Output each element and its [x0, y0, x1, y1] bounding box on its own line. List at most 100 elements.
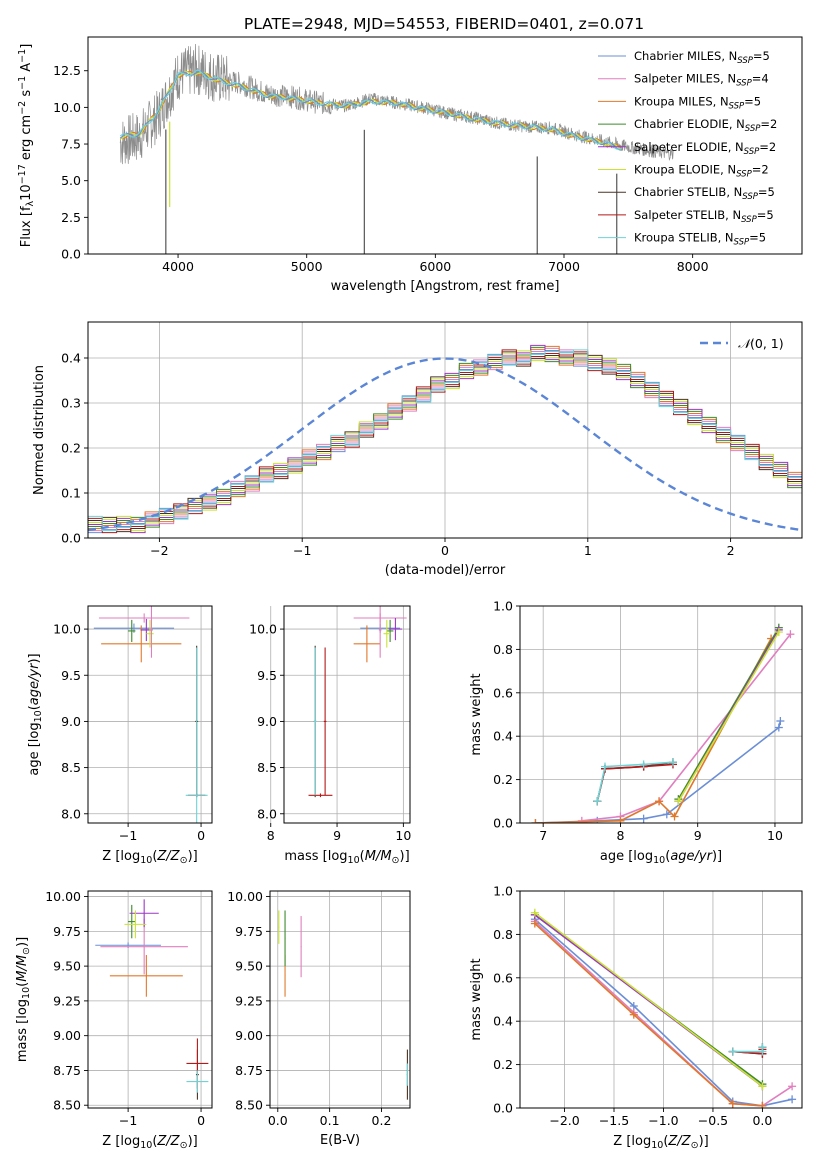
x-tick-label: −1.0 — [648, 1113, 678, 1128]
y-tick-label: 0.0 — [493, 1101, 513, 1116]
axes-frame — [87, 605, 213, 824]
y-tick-label: 9.50 — [235, 959, 263, 974]
y-tick-label: 8.75 — [53, 1063, 81, 1078]
x-tick-label: −0.5 — [698, 1113, 728, 1128]
y-tick-label: 9.0 — [257, 714, 277, 729]
x-tick-label: 1 — [584, 543, 592, 558]
x-tick-label: 9 — [333, 828, 341, 843]
y-tick-label: 8.50 — [53, 1098, 81, 1113]
x-tick-label: 6000 — [419, 259, 451, 274]
legend-label: Chabrier STELIB, NSSP=5 — [634, 185, 775, 202]
x-tick-label: −2.0 — [549, 1113, 579, 1128]
plot-area — [88, 344, 802, 534]
x-tick-label: 0 — [197, 828, 205, 843]
panel-age_vs_mass: 8 9 10 8.0 8.5 9.0 9.5 10.0 mass [log10(M/M⊙)] — [249, 605, 411, 866]
x-axis-label: wavelength [Angstrom, rest frame] — [331, 279, 560, 294]
x-tick-label: 8 — [267, 828, 275, 843]
x-axis-label: Z [log10(Z/Z⊙)] — [613, 1134, 708, 1151]
x-tick-label: 0.0 — [752, 1113, 772, 1128]
y-tick-label: 8.50 — [235, 1098, 263, 1113]
weight-line — [534, 922, 763, 1107]
weight-line — [677, 631, 780, 802]
y-tick-label: 1.0 — [493, 884, 513, 899]
x-tick-label: −2 — [150, 543, 168, 558]
x-tick-label: 9 — [694, 828, 702, 843]
y-tick-label: 8.0 — [61, 806, 81, 821]
y-tick-label: 9.0 — [61, 714, 81, 729]
y-tick-label: 5.0 — [61, 173, 81, 188]
axes-frame — [283, 605, 411, 824]
y-tick-label: 10.0 — [249, 622, 277, 637]
y-tick-label: 0.8 — [493, 927, 513, 942]
plot-area — [278, 910, 408, 1100]
weight-line — [581, 633, 792, 822]
x-axis-label: (data-model)/error — [385, 563, 506, 578]
y-axis-label: mass weight — [469, 958, 484, 1040]
x-axis-label: Z [log10(Z/Z⊙)] — [102, 1134, 197, 1151]
weight-line — [596, 761, 674, 802]
y-tick-label: 8.5 — [61, 760, 81, 775]
y-tick-label: 9.00 — [235, 1028, 263, 1043]
y-tick-label: 0.0 — [493, 816, 513, 831]
plot-area — [93, 606, 208, 823]
observed-spectrum-line — [119, 43, 674, 165]
x-tick-label: −1.5 — [599, 1113, 629, 1128]
x-tick-label: −1 — [293, 543, 311, 558]
x-axis-label: mass [log10(M/M⊙)] — [284, 849, 409, 866]
legend-label: Salpeter STELIB, NSSP=5 — [634, 208, 774, 225]
axes-frame — [519, 890, 803, 1109]
y-tick-label: 0.6 — [493, 970, 513, 985]
panel-mass_vs_Z: −1 0 8.50 8.75 9.00 9.25 9.50 9.75 10.00 Z [log10… — [15, 889, 213, 1151]
legend-label: Kroupa MILES, NSSP=5 — [634, 94, 761, 111]
x-axis-label: Z [log10(Z/Z⊙)] — [102, 849, 197, 866]
plot-area — [95, 899, 209, 1100]
y-tick-label: 8.75 — [235, 1063, 263, 1078]
legend-label: Kroupa ELODIE, NSSP=2 — [634, 163, 769, 180]
y-tick-label: 9.75 — [53, 924, 81, 939]
y-tick-label: 0.1 — [61, 486, 81, 501]
y-axis-label: Normed distribution — [32, 365, 47, 495]
residual-histogram — [88, 349, 802, 532]
y-tick-label: 0.6 — [493, 685, 513, 700]
y-tick-label: 9.75 — [235, 924, 263, 939]
legend-label: Kroupa STELIB, NSSP=5 — [634, 231, 766, 248]
plot-area — [308, 606, 407, 798]
y-axis-label: mass weight — [469, 673, 484, 755]
weight-line — [535, 638, 772, 823]
x-tick-label: −1 — [119, 1113, 137, 1128]
x-tick-label: 0.0 — [268, 1113, 288, 1128]
y-tick-label: 0.0 — [61, 247, 81, 262]
normal-curve — [88, 357, 802, 532]
y-tick-label: 0.2 — [493, 1057, 513, 1072]
y-axis-label: age [log10(age/yr)] — [27, 653, 44, 775]
x-tick-label: 7000 — [548, 259, 580, 274]
panel-residuals: −2 −1 0 1 2 0.0 0.1 0.2 0.3 0.4 (data-model)/error… — [32, 321, 803, 578]
y-tick-label: 10.0 — [53, 100, 81, 115]
y-tick-label: 9.5 — [61, 668, 81, 683]
y-tick-label: 12.5 — [53, 63, 81, 78]
panel-spectrum: 4000 5000 6000 7000 8000 0.0 2.5 5.0 7.5 10.0 12.5… — [17, 36, 803, 294]
y-tick-label: 0.3 — [61, 396, 81, 411]
model-spectrum-line — [119, 70, 622, 151]
legend-label: Salpeter MILES, NSSP=4 — [634, 72, 769, 89]
axes-frame — [87, 321, 803, 539]
panel-weight_vs_age: 7 8 9 10 0.0 0.2 0.4 0.6 0.8 1.0 age [log10(age/yr… — [469, 599, 803, 866]
x-tick-label: 2 — [727, 543, 735, 558]
y-tick-label: 2.5 — [61, 210, 81, 225]
y-tick-label: 10.0 — [53, 622, 81, 637]
y-tick-label: 0.4 — [493, 729, 513, 744]
x-tick-label: 0.2 — [372, 1113, 392, 1128]
figure-title: PLATE=2948, MJD=54553, FIBERID=0401, z=0… — [244, 15, 644, 33]
y-tick-label: 0.2 — [61, 441, 81, 456]
y-tick-label: 8.5 — [257, 760, 277, 775]
panel-weight_vs_Z: −2.0 −1.5 −1.0 −0.5 0.0 0.0 0.2 0.4 0.6 0.8 1.0 Z [… — [469, 884, 803, 1151]
x-tick-label: 0.1 — [320, 1113, 340, 1128]
y-axis-label: mass [log10(M/M⊙)] — [15, 937, 32, 1062]
axes-frame — [519, 605, 803, 824]
x-tick-label: 5000 — [291, 259, 323, 274]
axes-frame — [87, 890, 213, 1109]
panel-mass_vs_ebv: 0.0 0.1 0.2 8.50 8.75 9.00 9.25 9.50 9.75 10.00 E(… — [227, 889, 411, 1148]
x-tick-label: −1 — [119, 828, 137, 843]
weight-line — [732, 1047, 764, 1053]
legend-label: Chabrier MILES, NSSP=5 — [634, 49, 770, 66]
